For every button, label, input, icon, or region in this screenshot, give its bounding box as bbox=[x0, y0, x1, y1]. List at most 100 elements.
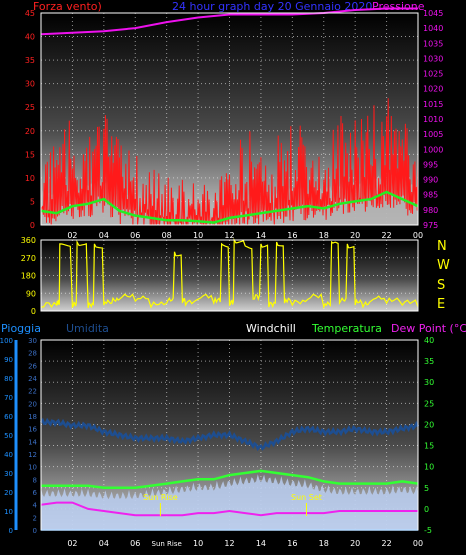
direction-y-tick-label: 360 bbox=[21, 236, 36, 245]
temperature-legend: Temperatura bbox=[311, 322, 382, 335]
humidity-y-tick-label: 2 bbox=[33, 514, 37, 522]
wind-y-tick-label: 45 bbox=[25, 9, 35, 18]
temperature-y-tick-label: 30 bbox=[424, 378, 434, 387]
rain-y-tick-label: 60 bbox=[4, 413, 13, 421]
rain-y-tick-label: 100 bbox=[0, 337, 13, 345]
wind-x-tick-label: 12 bbox=[224, 231, 234, 240]
pressure-y-tick-label: 995 bbox=[423, 160, 438, 169]
humidity-y-tick-label: 22 bbox=[28, 388, 37, 396]
pressure-y-tick-label: 1025 bbox=[423, 70, 443, 79]
humidity-y-tick-label: 14 bbox=[28, 438, 37, 446]
wind-x-tick-label: 22 bbox=[381, 231, 391, 240]
wind-y-tick-label: 30 bbox=[25, 80, 35, 89]
chart-title: 24 hour graph day 20 Gennaio 2020 bbox=[172, 0, 372, 13]
wind-x-tick-label: 06 bbox=[130, 231, 140, 240]
rain-y-tick-label: 10 bbox=[4, 508, 13, 516]
humidity-y-tick-label: 8 bbox=[33, 476, 37, 484]
temperature-y-tick-label: 35 bbox=[424, 357, 434, 366]
temperature-x-tick-label: 22 bbox=[381, 539, 391, 548]
rain-y-tick-label: 40 bbox=[4, 451, 13, 459]
temperature-x-tick-label: 20 bbox=[350, 539, 360, 548]
temperature-y-axis-ticks: -5 0 5 10 15 20 25 30 35 40 bbox=[424, 336, 434, 535]
direction-y-tick-label: 0 bbox=[31, 307, 36, 316]
rain-axis-title: Pioggia bbox=[1, 322, 41, 335]
wind-y-tick-label: 20 bbox=[25, 127, 35, 136]
pressure-y-tick-label: 1000 bbox=[423, 145, 443, 154]
rain-y-tick-label: 0 bbox=[9, 527, 13, 535]
compass-e: E bbox=[437, 297, 445, 312]
wind-x-tick-label: 10 bbox=[193, 231, 203, 240]
temperature-x-tick-label: 18 bbox=[319, 539, 329, 548]
wind-x-tick-label: 14 bbox=[256, 231, 266, 240]
direction-y-axis-ticks: 0 90 180 270 360 bbox=[21, 236, 36, 316]
wind-direction-line bbox=[40, 237, 419, 310]
temperature-x-tick-label: 04 bbox=[99, 539, 109, 548]
direction-y-tick-label: 90 bbox=[26, 289, 36, 298]
rain-y-tick-label: 90 bbox=[4, 356, 13, 364]
pressure-axis-title: Pressione bbox=[372, 0, 425, 13]
dewpoint-legend: Dew Point (°C) bbox=[391, 322, 466, 335]
humidity-axis-title: Umidita bbox=[66, 322, 109, 335]
temperature-x-tick-label: 06 bbox=[130, 539, 140, 548]
temperature-line bbox=[41, 469, 419, 490]
humidity-y-tick-label: 6 bbox=[33, 489, 38, 497]
direction-panel: 0 90 180 270 360 N W S E N bbox=[21, 236, 450, 316]
direction-y-tick-label: 270 bbox=[21, 254, 36, 263]
wind-x-tick-label: 08 bbox=[162, 231, 172, 240]
humidity-y-tick-label: 28 bbox=[28, 350, 37, 358]
temperature-y-tick-label: 20 bbox=[424, 420, 434, 429]
humidity-y-tick-label: 24 bbox=[28, 375, 37, 383]
sun-event-label: Sun Rise bbox=[143, 493, 178, 502]
pressure-y-tick-label: 1005 bbox=[423, 130, 443, 139]
rain-y-tick-label: 50 bbox=[4, 432, 13, 440]
windchill-legend: Windchill bbox=[246, 322, 296, 335]
pressure-y-tick-label: 1010 bbox=[423, 115, 443, 124]
pressure-y-tick-label: 1030 bbox=[423, 54, 443, 63]
humidity-y-tick-label: 0 bbox=[33, 527, 37, 535]
rain-y-tick-label: 30 bbox=[4, 470, 13, 478]
compass-w: W bbox=[437, 258, 450, 273]
sun-annotations: Sun Rise Sun Set bbox=[143, 493, 322, 516]
wind-y-axis-ticks: 0 5 10 15 20 25 30 35 40 45 bbox=[25, 9, 35, 230]
wind-series bbox=[40, 7, 419, 226]
pressure-y-tick-label: 980 bbox=[423, 206, 438, 215]
direction-series bbox=[40, 237, 419, 310]
average-wind-line bbox=[40, 190, 419, 224]
wind-gust-area bbox=[41, 171, 418, 225]
temperature-y-tick-label: -5 bbox=[424, 526, 432, 535]
temperature-x-axis-ticks: 02 04 06 Sun Rise 10 12 14 16 18 20 22 00 bbox=[67, 539, 423, 548]
wind-y-tick-label: 25 bbox=[25, 103, 35, 112]
humidity-y-tick-label: 18 bbox=[28, 413, 37, 421]
temperature-x-tick-label: 12 bbox=[224, 539, 234, 548]
humidity-y-tick-label: 4 bbox=[33, 502, 38, 510]
pressure-y-axis-ticks: 975 980 985 990 995 1000 1005 1010 1015 1020 1025 1… bbox=[423, 9, 443, 230]
humidity-y-tick-label: 16 bbox=[28, 426, 37, 434]
humidity-y-tick-label: 10 bbox=[28, 464, 37, 472]
temperature-y-tick-label: 15 bbox=[424, 442, 434, 451]
direction-plot-frame bbox=[40, 239, 419, 312]
temperature-y-tick-label: 40 bbox=[424, 336, 434, 345]
pressure-line bbox=[40, 7, 418, 36]
rain-y-axis-ticks: 0 10 20 30 40 50 60 70 80 90 100 bbox=[0, 337, 18, 535]
pressure-y-tick-label: 985 bbox=[423, 191, 438, 200]
pressure-y-tick-label: 1020 bbox=[423, 85, 443, 94]
wind-plot-frame bbox=[40, 12, 419, 226]
wind-axis-title: Forza vento) bbox=[33, 0, 102, 13]
pressure-y-tick-label: 1040 bbox=[423, 24, 443, 33]
wind-x-tick-label: 00 bbox=[413, 231, 423, 240]
pressure-y-tick-label: 975 bbox=[423, 221, 438, 230]
temperature-y-tick-label: 10 bbox=[424, 463, 434, 472]
humidity-y-tick-label: 12 bbox=[28, 451, 37, 459]
wind-x-tick-label: 16 bbox=[287, 231, 297, 240]
wind-y-tick-label: 0 bbox=[30, 221, 35, 230]
humidity-line bbox=[40, 417, 420, 452]
wind-x-tick-label: 20 bbox=[350, 231, 360, 240]
compass-n-top: N bbox=[437, 239, 447, 254]
temperature-x-tick-label: 10 bbox=[193, 539, 203, 548]
temperature-x-tick-label: Sun Rise bbox=[152, 540, 182, 548]
wind-y-tick-label: 5 bbox=[30, 197, 35, 206]
